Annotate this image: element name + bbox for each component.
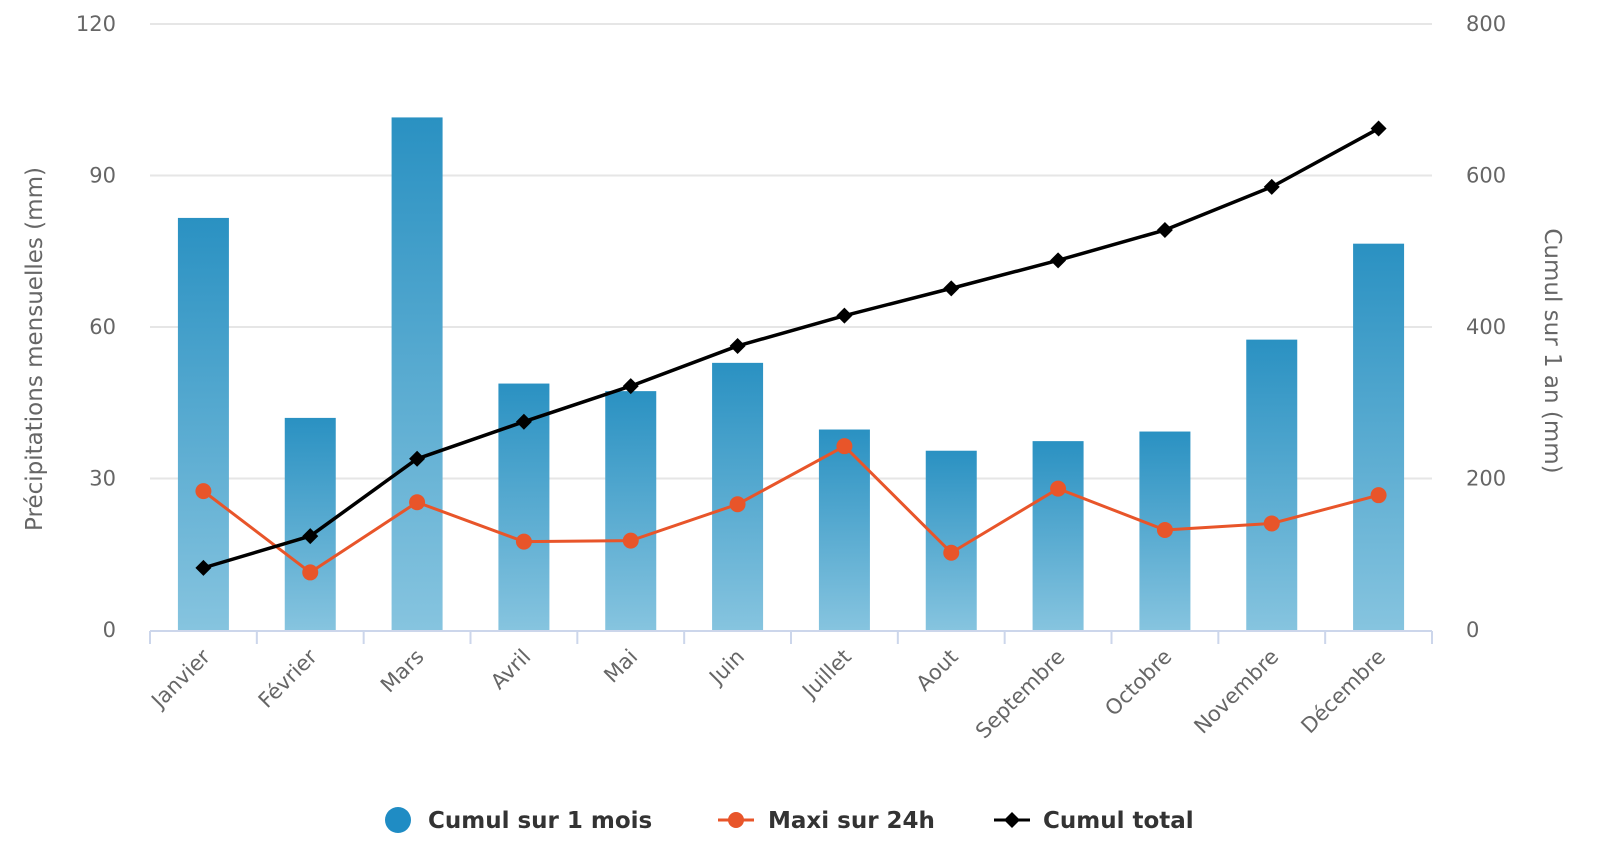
- x-axis: [149, 630, 1433, 644]
- bar-cumul-mois: [1246, 339, 1298, 630]
- x-category-label: Janvier: [146, 644, 216, 714]
- legend-item[interactable]: Cumul sur 1 mois: [385, 807, 652, 834]
- point-cumul-total: [1370, 120, 1387, 137]
- bar-cumul-mois: [925, 450, 977, 630]
- x-category-label: Avril: [486, 645, 535, 694]
- x-category-label: Aout: [912, 645, 963, 696]
- y-right-axis-title: Cumul sur 1 an (mm): [1539, 228, 1565, 473]
- y-left-tick-label: 0: [103, 618, 116, 642]
- point-maxi-24h: [515, 533, 532, 550]
- bar-series: [177, 117, 1405, 631]
- point-maxi-24h: [1263, 515, 1280, 532]
- point-cumul-total: [836, 307, 853, 324]
- legend-label: Cumul sur 1 mois: [428, 808, 652, 834]
- x-category-label: Novembre: [1189, 645, 1283, 739]
- point-cumul-total: [622, 378, 639, 395]
- bar-cumul-mois: [1032, 441, 1084, 630]
- y-right-tick-label: 200: [1466, 467, 1506, 491]
- legend-label: Maxi sur 24h: [768, 808, 935, 834]
- x-category-label: Octobre: [1100, 645, 1176, 721]
- y-left-axis-title: Précipitations mensuelles (mm): [22, 167, 48, 531]
- point-maxi-24h: [195, 483, 212, 500]
- x-category-label: Mars: [376, 645, 429, 698]
- bar-cumul-mois: [605, 391, 657, 630]
- point-cumul-total: [515, 413, 532, 430]
- x-category-label: Juillet: [796, 645, 856, 705]
- point-cumul-total: [1263, 178, 1280, 195]
- x-category-label: Mai: [599, 645, 642, 688]
- legend-symbol: [385, 807, 411, 833]
- y-right-tick-label: 600: [1466, 164, 1506, 188]
- point-cumul-total: [943, 280, 960, 297]
- x-category-label: Septembre: [971, 645, 1070, 744]
- x-category-label: Février: [254, 644, 322, 712]
- y-left-tick-label: 30: [89, 467, 116, 491]
- x-category-label: Juin: [703, 645, 749, 691]
- grid-lines: [150, 23, 1432, 480]
- point-maxi-24h: [836, 438, 853, 455]
- bar-cumul-mois: [391, 117, 443, 631]
- legend-symbol: [1004, 812, 1020, 828]
- point-maxi-24h: [302, 564, 319, 581]
- legend-item[interactable]: Cumul total: [994, 808, 1194, 834]
- point-cumul-total: [1156, 222, 1173, 239]
- legend-label: Cumul total: [1043, 808, 1194, 834]
- legend-item[interactable]: Maxi sur 24h: [718, 808, 935, 834]
- bar-cumul-mois: [1353, 243, 1405, 631]
- y-left-tick-label: 60: [89, 315, 116, 339]
- point-maxi-24h: [943, 544, 960, 561]
- point-maxi-24h: [622, 532, 639, 549]
- line-maxi-24h: [202, 444, 1379, 574]
- axis-labels: 0 30 60 90 120 0 200 400 600 800 Janvier Février Mar…: [22, 12, 1565, 743]
- point-maxi-24h: [1156, 522, 1173, 539]
- legend-symbol: [728, 812, 744, 828]
- point-maxi-24h: [409, 494, 426, 511]
- point-cumul-total: [729, 337, 746, 354]
- point-cumul-total: [1050, 252, 1067, 269]
- legend: Cumul sur 1 mois Maxi sur 24h Cumul total: [385, 807, 1194, 834]
- point-cumul-total: [195, 559, 212, 576]
- line-series: [195, 120, 1387, 581]
- x-category-label: Décembre: [1296, 645, 1390, 739]
- point-maxi-24h: [729, 496, 746, 513]
- y-left-tick-label: 90: [89, 164, 116, 188]
- y-right-tick-label: 800: [1466, 12, 1506, 36]
- y-right-tick-label: 400: [1466, 315, 1506, 339]
- point-maxi-24h: [1050, 480, 1067, 497]
- y-right-tick-label: 0: [1466, 618, 1479, 642]
- point-cumul-total: [302, 528, 319, 545]
- y-left-tick-label: 120: [76, 12, 116, 36]
- bar-cumul-mois: [818, 429, 870, 630]
- line-cumul-total: [202, 126, 1380, 570]
- point-cumul-total: [409, 450, 426, 467]
- point-maxi-24h: [1370, 487, 1387, 504]
